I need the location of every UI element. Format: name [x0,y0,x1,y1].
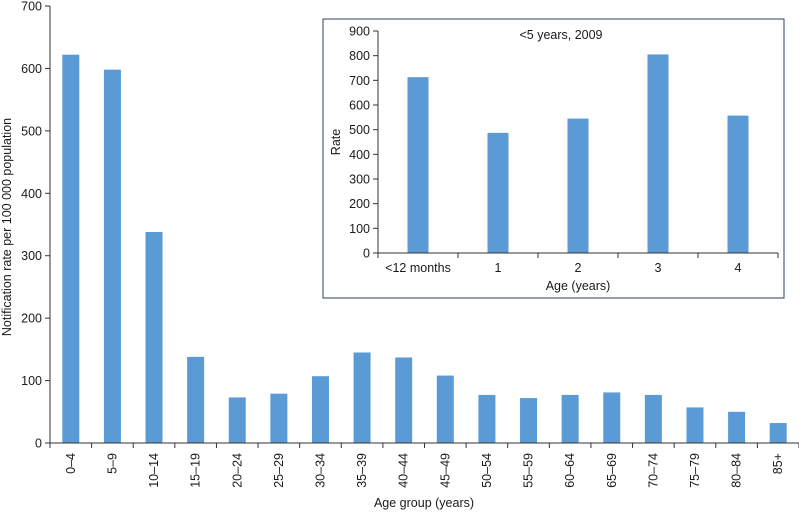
main-y-axis-label: Notification rate per 100 000 population [0,118,14,336]
main-x-tick-label: 60–64 [563,453,577,488]
main-x-tick-label: 70–74 [646,453,660,488]
main-x-tick-label: 65–69 [605,453,619,488]
inset-y-axis-label: Rate [329,129,343,155]
main-bar [478,394,496,443]
inset-title: <5 years, 2009 [519,28,602,42]
main-x-tick-label: 85+ [771,453,785,474]
inset-frame [322,18,785,299]
inset-y-tick-label: 100 [349,222,370,236]
main-bar [769,423,787,443]
main-bar [62,54,80,444]
main-bar [686,407,704,443]
main-x-tick-label: 15–19 [189,453,203,488]
inset-x-tick-label: <12 months [385,261,451,275]
inset-y-tick-label: 400 [349,148,370,162]
inset-y-tick-label: 0 [363,247,370,261]
main-bar [520,398,538,443]
main-bars [62,54,787,444]
inset-y-tick-label: 300 [349,173,370,187]
inset-y-tick-label: 200 [349,197,370,211]
main-bar [395,357,413,443]
main-bar [561,394,579,443]
inset-y-tick-label: 500 [349,123,370,137]
main-x-tick-label: 75–79 [688,453,702,488]
main-x-tick-label: 30–34 [313,453,327,488]
inset-x-tick-label: 1 [495,261,502,275]
main-x-tick-label: 0–4 [64,453,78,474]
inset-chart: <5 years, 2009 0 100 200 300 400 500 600 700 800… [322,18,785,299]
inset-y-tick-label: 800 [349,49,370,63]
main-bar [436,375,454,443]
main-x-tick-label: 40–44 [397,453,411,488]
main-x-axis-label: Age group (years) [374,496,474,510]
inset-y-tick-label: 900 [349,25,370,39]
main-y-tick-label: 400 [21,187,42,201]
main-x-tick-label: 45–49 [438,453,452,488]
main-bar [145,231,163,443]
main-x-tick-label: 5–9 [105,453,119,474]
inset-x-axis-label: Age (years) [546,279,611,293]
main-bar [603,392,621,443]
main-y-tick-label: 300 [21,249,42,263]
main-bar [103,69,121,444]
main-x-tick-label: 20–24 [230,453,244,488]
inset-bar [487,132,509,253]
inset-bar [407,77,429,253]
inset-x-axis-ticks: <12 months 1 2 3 4 [377,253,779,275]
main-x-tick-label: 50–54 [480,453,494,488]
inset-x-tick-label: 2 [575,261,582,275]
main-bar [311,376,329,443]
main-x-tick-label: 25–29 [272,453,286,488]
main-y-tick-label: 0 [35,437,42,451]
main-x-tick-label: 35–39 [355,453,369,488]
main-x-tick-label: 55–59 [522,453,536,488]
inset-y-tick-label: 600 [349,99,370,113]
main-bar [228,397,246,443]
inset-bar [647,54,669,253]
main-y-tick-label: 500 [21,124,42,138]
inset-bar [567,118,589,253]
main-y-tick-label: 200 [21,312,42,326]
main-bar [728,411,746,443]
main-y-axis-ticks: 0 100 200 300 400 500 600 700 [21,0,50,451]
main-y-tick-label: 100 [21,374,42,388]
inset-y-axis-ticks: 0 100 200 300 400 500 600 700 800 900 [349,25,378,261]
main-bar [353,352,371,443]
inset-y-tick-label: 700 [349,74,370,88]
inset-bar [727,115,749,254]
main-bar [270,393,288,443]
main-bar [644,394,662,443]
inset-x-tick-label: 3 [655,261,662,275]
main-y-tick-label: 700 [21,0,42,14]
inset-bars [407,54,749,254]
main-x-axis-ticks: 0–4 5–9 10–14 15–19 20–24 25–29 30–34 35–39 40–4… [49,443,799,488]
main-y-tick-label: 600 [21,62,42,76]
inset-x-tick-label: 4 [735,261,742,275]
main-x-tick-label: 10–14 [147,453,161,488]
main-x-tick-label: 80–84 [730,453,744,488]
main-bar [187,356,205,443]
